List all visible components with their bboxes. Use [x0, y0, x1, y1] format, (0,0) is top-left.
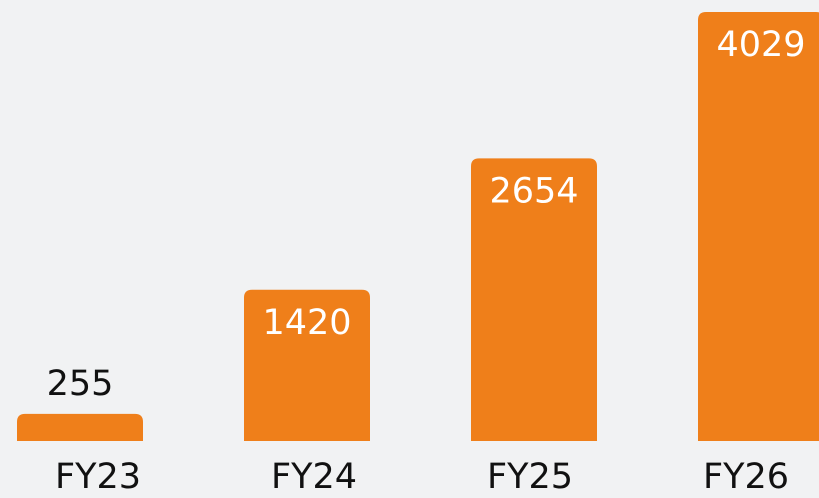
x-tick-label: FY25 [487, 457, 573, 497]
value-label: 2654 [489, 171, 578, 211]
x-tick-label: FY23 [55, 457, 141, 497]
x-tick-label: FY24 [271, 457, 357, 497]
value-label: 255 [47, 364, 114, 404]
value-label: 4029 [716, 25, 805, 65]
bar [244, 289, 370, 441]
bar [471, 158, 597, 442]
value-label: 1420 [262, 303, 351, 343]
x-tick-label: FY26 [703, 457, 789, 497]
bar [698, 12, 819, 441]
bar [17, 413, 143, 441]
